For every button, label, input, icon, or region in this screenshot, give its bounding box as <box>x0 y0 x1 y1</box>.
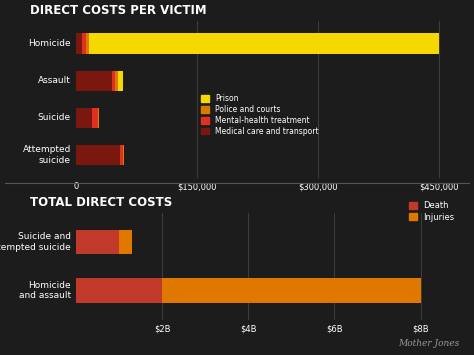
Bar <box>89 33 439 54</box>
Bar <box>119 230 132 254</box>
Text: DIRECT COSTS PER VICTIM: DIRECT COSTS PER VICTIM <box>30 4 207 17</box>
Bar <box>123 145 124 165</box>
Bar <box>76 33 82 54</box>
Legend: Death, Injuries: Death, Injuries <box>409 201 455 222</box>
Bar <box>118 71 123 91</box>
Bar <box>76 230 119 254</box>
Bar <box>76 278 162 302</box>
Legend: Prison, Police and courts, Mental-health treatment, Medical care and transport: Prison, Police and courts, Mental-health… <box>201 94 319 136</box>
Bar <box>76 71 112 91</box>
Text: Mother Jones: Mother Jones <box>399 339 460 348</box>
Bar <box>120 145 123 165</box>
Bar <box>112 71 115 91</box>
Bar <box>86 33 89 54</box>
Bar <box>92 108 99 128</box>
Bar <box>82 33 86 54</box>
Bar <box>76 108 92 128</box>
Bar <box>76 145 120 165</box>
Bar <box>162 278 420 302</box>
Bar <box>115 71 118 91</box>
Text: TOTAL DIRECT COSTS: TOTAL DIRECT COSTS <box>30 196 173 209</box>
